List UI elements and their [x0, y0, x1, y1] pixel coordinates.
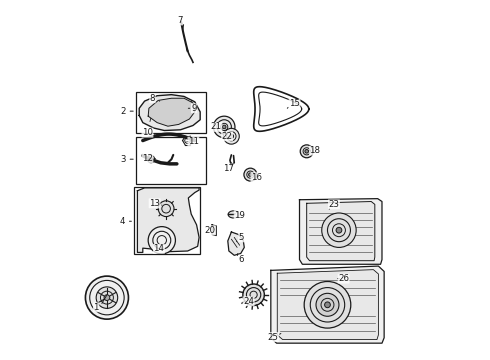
Text: 18: 18 [309, 146, 320, 155]
Ellipse shape [104, 295, 110, 301]
Bar [134, 187, 200, 253]
Text: 7: 7 [177, 16, 182, 25]
Polygon shape [277, 270, 378, 339]
Ellipse shape [214, 116, 235, 138]
Text: 16: 16 [251, 173, 262, 182]
Polygon shape [148, 98, 195, 126]
Ellipse shape [304, 282, 351, 328]
Text: 11: 11 [188, 137, 199, 146]
Ellipse shape [305, 149, 309, 153]
Ellipse shape [148, 226, 175, 254]
Text: 19: 19 [234, 211, 245, 220]
Text: 17: 17 [223, 164, 234, 173]
Text: 1: 1 [94, 303, 99, 312]
Ellipse shape [248, 173, 252, 176]
Text: 9: 9 [192, 104, 197, 113]
Bar [136, 92, 205, 134]
Ellipse shape [322, 213, 356, 247]
Polygon shape [212, 225, 216, 235]
Ellipse shape [158, 201, 174, 217]
Polygon shape [228, 232, 245, 255]
Text: 6: 6 [239, 255, 244, 264]
Text: 14: 14 [153, 244, 165, 253]
Text: 21: 21 [211, 122, 222, 131]
Text: 20: 20 [204, 226, 216, 235]
Text: 5: 5 [239, 233, 244, 242]
Ellipse shape [243, 284, 265, 306]
Polygon shape [137, 188, 199, 252]
Text: 13: 13 [149, 199, 160, 208]
Ellipse shape [324, 302, 330, 308]
Text: 4: 4 [120, 217, 125, 226]
Polygon shape [299, 199, 382, 264]
Text: 12: 12 [142, 154, 153, 163]
Ellipse shape [228, 211, 239, 218]
Ellipse shape [85, 276, 128, 319]
Ellipse shape [316, 293, 339, 316]
Ellipse shape [300, 145, 313, 158]
Text: 25: 25 [268, 333, 278, 342]
Text: 15: 15 [289, 99, 300, 108]
Ellipse shape [229, 134, 234, 138]
Ellipse shape [222, 125, 226, 129]
Text: 8: 8 [150, 94, 155, 103]
Polygon shape [307, 202, 375, 261]
Text: 23: 23 [328, 200, 340, 209]
Polygon shape [271, 266, 384, 343]
Ellipse shape [223, 129, 239, 144]
Ellipse shape [96, 287, 118, 309]
Ellipse shape [336, 227, 342, 233]
Text: 3: 3 [121, 155, 126, 164]
Text: 2: 2 [121, 107, 126, 116]
Text: 10: 10 [142, 128, 153, 137]
Ellipse shape [244, 168, 257, 181]
Polygon shape [139, 95, 200, 131]
Text: 24: 24 [243, 297, 254, 306]
Text: 26: 26 [338, 274, 349, 283]
Text: 22: 22 [221, 132, 233, 141]
Bar [136, 137, 205, 184]
